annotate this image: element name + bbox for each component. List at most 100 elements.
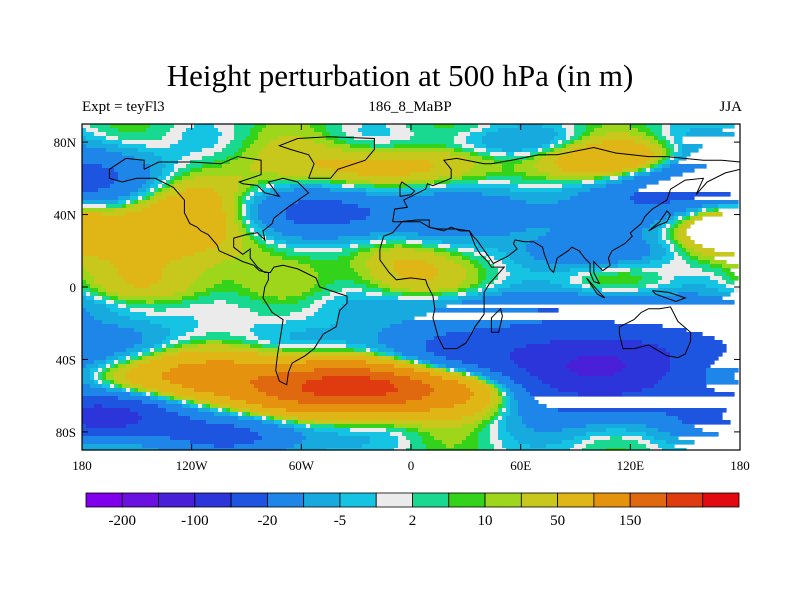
contour-cell: [478, 244, 527, 249]
contour-cell: [386, 352, 395, 357]
contour-cell: [446, 256, 463, 261]
contour-cell: [646, 432, 671, 437]
contour-cell: [506, 264, 523, 269]
contour-cell: [374, 252, 435, 257]
contour-cell: [638, 172, 651, 177]
contour-cell: [82, 360, 95, 365]
contour-cell: [430, 392, 475, 397]
contour-cell: [82, 376, 91, 381]
contour-cell: [354, 280, 371, 285]
contour-cell: [466, 436, 479, 441]
contour-cell: [190, 336, 247, 341]
contour-cell: [470, 396, 491, 401]
contour-cell: [578, 356, 619, 361]
contour-cell: [182, 344, 199, 349]
contour-cell: [206, 288, 251, 293]
contour-cell: [622, 176, 635, 181]
contour-cell: [170, 328, 195, 333]
contour-cell: [366, 284, 379, 289]
contour-cell: [130, 316, 195, 321]
contour-cell: [682, 240, 695, 245]
contour-cell: [538, 148, 543, 153]
contour-cell: [82, 380, 95, 385]
contour-cell: [146, 388, 159, 393]
contour-cell: [82, 204, 107, 209]
contour-cell: [506, 428, 535, 433]
contour-cell: [682, 284, 707, 289]
contour-cell: [298, 416, 463, 421]
contour-cell: [190, 168, 203, 173]
contour-cell: [350, 252, 359, 257]
contour-cell: [474, 420, 483, 425]
contour-cell: [478, 432, 491, 437]
contour-cell: [82, 312, 91, 317]
contour-cell: [482, 376, 487, 381]
contour-cell: [510, 324, 663, 329]
contour-cell: [690, 128, 723, 133]
contour-cell: [174, 172, 183, 177]
contour-cell: [642, 276, 663, 281]
contour-cell: [358, 244, 375, 249]
contour-cell: [582, 184, 607, 189]
contour-cell: [334, 280, 355, 285]
contour-cell: [102, 384, 111, 389]
contour-cell: [478, 284, 487, 289]
contour-cell: [410, 288, 439, 293]
contour-cell: [286, 244, 351, 249]
contour-cell: [82, 200, 119, 205]
contour-cell: [246, 400, 299, 405]
contour-cell: [422, 380, 459, 385]
contour-cell: [674, 232, 679, 237]
contour-cell: [394, 448, 407, 451]
contour-cell: [162, 372, 279, 377]
contour-cell: [650, 244, 663, 249]
contour-cell: [402, 432, 419, 437]
contour-cell: [262, 228, 275, 233]
contour-cell: [94, 316, 131, 321]
contour-cell: [470, 432, 479, 437]
contour-cell: [218, 192, 235, 197]
contour-cell: [698, 212, 707, 217]
contour-cell: [294, 248, 343, 253]
contour-cell: [230, 408, 239, 413]
contour-cell: [182, 156, 203, 161]
contour-cell: [214, 264, 311, 269]
contour-cell: [498, 388, 503, 393]
contour-cell: [106, 372, 115, 377]
contour-cell: [430, 160, 475, 165]
contour-cell: [138, 420, 207, 425]
contour-cell: [158, 184, 163, 189]
contour-cell: [262, 248, 275, 253]
contour-cell: [346, 132, 363, 137]
contour-cell: [574, 124, 587, 129]
contour-cell: [378, 352, 387, 357]
contour-cell: [306, 296, 323, 301]
contour-cell: [470, 284, 479, 289]
contour-cell: [146, 144, 171, 149]
contour-cell: [646, 124, 663, 129]
contour-cell: [518, 124, 543, 129]
contour-cell: [238, 196, 243, 201]
x-tick-label: 0: [408, 458, 415, 473]
contour-cell: [370, 280, 383, 285]
contour-cell: [242, 212, 247, 217]
contour-cell: [626, 428, 659, 433]
contour-cell: [250, 128, 263, 133]
contour-cell: [342, 128, 359, 133]
contour-cell: [142, 340, 163, 345]
contour-cell: [242, 196, 247, 201]
contour-cell: [386, 392, 431, 397]
contour-cell: [338, 320, 403, 325]
contour-cell: [354, 256, 371, 261]
contour-cell: [514, 152, 531, 157]
contour-cell: [82, 356, 107, 361]
contour-cell: [242, 220, 247, 225]
contour-cell: [306, 360, 367, 365]
contour-cell: [162, 156, 183, 161]
contour-cell: [250, 208, 259, 213]
contour-cell: [478, 260, 491, 265]
contour-cell: [670, 280, 719, 285]
contour-cell: [138, 148, 203, 153]
contour-cell: [242, 224, 247, 229]
